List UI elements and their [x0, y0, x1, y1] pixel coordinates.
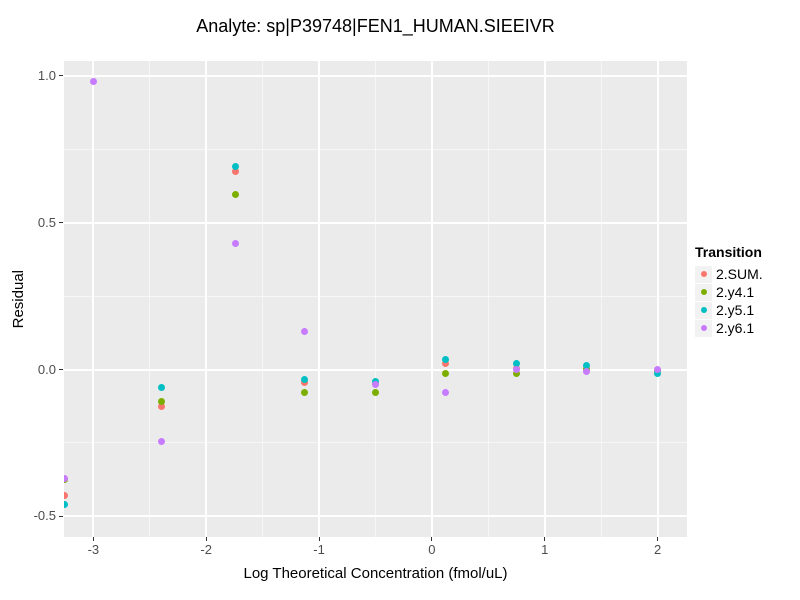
data-point [441, 388, 449, 396]
y-major-gridline [64, 74, 687, 77]
chart-title: Analyte: sp|P39748|FEN1_HUMAN.SIEEIVR [196, 16, 555, 36]
legend-key [695, 265, 712, 283]
legend-item: 2.y4.1 [695, 283, 797, 301]
x-major-gridline [318, 61, 321, 537]
x-tick-label: 1 [541, 542, 549, 557]
data-point [583, 368, 591, 376]
legend-items: 2.SUM. 2.y4.1 2.y5.1 2.y6.1 [695, 265, 797, 337]
x-major-gridline [205, 61, 208, 537]
x-minor-gridline [262, 61, 264, 537]
data-point [372, 388, 379, 396]
y-tick-label: -0.5 [33, 508, 56, 524]
data-point [157, 383, 165, 391]
y-tick-mark [59, 515, 63, 517]
data-point [583, 362, 591, 370]
data-point [372, 380, 379, 388]
x-tick-mark [431, 537, 433, 541]
legend-item-label: 2.y4.1 [716, 284, 755, 300]
x-minor-gridline [487, 61, 489, 537]
data-point [157, 402, 165, 410]
legend-item: 2.y6.1 [695, 319, 797, 337]
x-tick-mark [205, 537, 207, 541]
x-major-gridline [656, 61, 659, 537]
data-point [157, 438, 165, 445]
y-tick-mark [59, 369, 63, 371]
data-point [157, 398, 165, 406]
data-point [232, 191, 240, 199]
data-point [513, 360, 521, 368]
data-point [441, 355, 449, 363]
legend-key [695, 283, 712, 301]
x-minor-gridline [149, 61, 151, 537]
data-point [441, 370, 449, 378]
legend-dot-icon [700, 307, 707, 313]
x-tick-mark [92, 537, 94, 541]
data-point [654, 366, 662, 374]
data-point [64, 492, 68, 500]
data-point [300, 376, 308, 384]
data-point [513, 366, 521, 374]
y-major-gridline [64, 368, 687, 371]
x-tick-label: 0 [428, 542, 436, 557]
y-minor-gridline [64, 148, 687, 150]
data-point [64, 474, 68, 482]
legend-item-label: 2.y6.1 [716, 320, 755, 336]
y-tick-label: 0.0 [37, 361, 56, 377]
data-point [513, 370, 521, 378]
legend-item-label: 2.SUM. [716, 266, 763, 282]
x-tick-mark [657, 537, 659, 541]
data-point [232, 167, 240, 175]
x-tick-label: -1 [313, 542, 325, 557]
x-major-gridline [92, 61, 95, 537]
y-major-gridline [64, 515, 687, 518]
x-minor-gridline [375, 61, 376, 537]
data-point [441, 360, 449, 368]
data-point [654, 369, 662, 377]
x-major-gridline [543, 61, 546, 537]
x-axis-title: Log Theoretical Concentration (fmol/uL) [243, 565, 508, 582]
data-point [232, 163, 240, 171]
legend: Transition 2.SUM. 2.y4.1 2.y5.1 2.y6.1 [695, 244, 797, 337]
legend-item: 2.y5.1 [695, 301, 797, 319]
data-point [89, 78, 97, 86]
plot-panel [64, 61, 687, 537]
y-major-gridline [64, 221, 687, 224]
x-tick-label: -2 [200, 542, 212, 557]
legend-dot-icon [700, 289, 707, 295]
y-minor-gridline [64, 442, 687, 444]
x-tick-mark [544, 537, 546, 541]
data-point [300, 388, 308, 396]
legend-key [695, 301, 712, 319]
legend-key [695, 319, 712, 337]
legend-item: 2.SUM. [695, 265, 797, 283]
x-tick-label: 2 [654, 542, 662, 557]
y-tick-mark [59, 75, 63, 77]
y-tick-label: 0.5 [37, 214, 56, 230]
data-point [64, 501, 68, 509]
y-minor-gridline [64, 295, 687, 297]
data-point [232, 239, 240, 247]
y-tick-mark [59, 222, 63, 224]
legend-title: Transition [695, 244, 762, 260]
y-tick-label: 1.0 [37, 67, 56, 83]
legend-item-label: 2.y5.1 [716, 302, 755, 318]
x-major-gridline [430, 61, 433, 537]
legend-dot-icon [700, 325, 707, 331]
x-tick-mark [318, 537, 320, 541]
y-axis-title: Residual [9, 269, 27, 329]
x-minor-gridline [600, 61, 602, 537]
data-point [300, 327, 308, 335]
legend-dot-icon [700, 271, 707, 277]
x-tick-label: -3 [87, 542, 100, 557]
